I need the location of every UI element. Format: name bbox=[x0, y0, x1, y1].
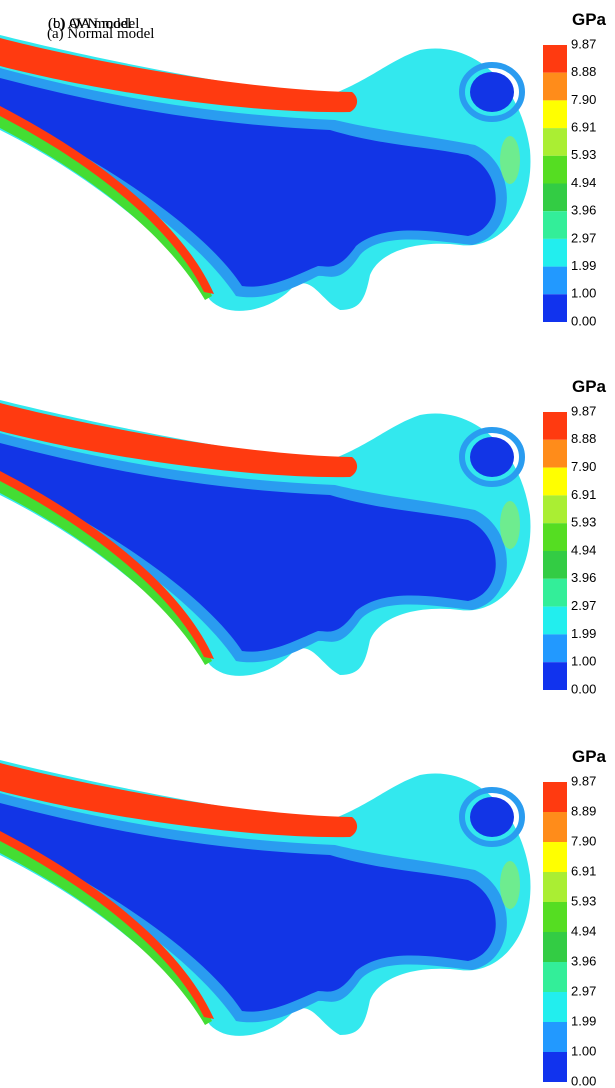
legend-label: 0.00 bbox=[571, 313, 596, 328]
legend-swatch bbox=[543, 992, 567, 1022]
legend-swatch bbox=[543, 266, 567, 295]
legend-label: 1.00 bbox=[571, 1043, 596, 1058]
legend-swatch bbox=[543, 578, 567, 607]
panel-label: (b) OA model bbox=[48, 16, 131, 32]
legend-label: 8.88 bbox=[571, 64, 596, 79]
legend-unit: GPa bbox=[572, 10, 607, 29]
legend-swatch bbox=[543, 932, 567, 962]
legend-label: 3.96 bbox=[571, 570, 596, 585]
legend-swatch bbox=[543, 467, 567, 496]
legend-label: 7.90 bbox=[571, 833, 596, 848]
legend-label: 5.93 bbox=[571, 147, 596, 162]
legend-unit: GPa bbox=[572, 747, 607, 766]
legend-label: 6.91 bbox=[571, 487, 596, 502]
legend-swatch bbox=[543, 128, 567, 156]
legend-swatch bbox=[543, 100, 567, 129]
legend-label: 9.87 bbox=[571, 773, 596, 788]
legend-swatch bbox=[543, 155, 567, 184]
legend-label: 7.90 bbox=[571, 459, 596, 474]
bone-image bbox=[0, 400, 530, 676]
legend-swatch bbox=[543, 812, 567, 842]
legend-swatch bbox=[543, 412, 567, 440]
legend-label: 2.97 bbox=[571, 983, 596, 998]
bone-image bbox=[0, 760, 530, 1036]
legend-swatch bbox=[543, 183, 567, 212]
panel-label: (a) Normal model bbox=[47, 26, 154, 42]
legend-swatch bbox=[543, 1052, 567, 1082]
legend-label: 2.97 bbox=[571, 230, 596, 245]
legend-label: 1.00 bbox=[571, 654, 596, 669]
legend-label: 0.00 bbox=[571, 681, 596, 696]
legend-swatch bbox=[543, 662, 567, 690]
panel bbox=[0, 35, 530, 311]
legend-swatch bbox=[543, 523, 567, 551]
bone-image bbox=[0, 35, 530, 311]
legend-label: 8.88 bbox=[571, 431, 596, 446]
panel-label: (c) AVN model bbox=[48, 16, 139, 32]
legend-label: 4.94 bbox=[571, 542, 596, 557]
legend-swatch bbox=[543, 962, 567, 992]
legend-swatch bbox=[543, 872, 567, 902]
legend-swatch bbox=[543, 45, 567, 73]
panel bbox=[0, 760, 530, 1036]
legend-label: 7.90 bbox=[571, 92, 596, 107]
legend-swatch bbox=[543, 551, 567, 579]
legend-swatch bbox=[543, 294, 567, 322]
legend-label: 3.96 bbox=[571, 953, 596, 968]
legend-label: 9.87 bbox=[571, 403, 596, 418]
legend-label: 8.89 bbox=[571, 803, 596, 818]
legend-label: 1.00 bbox=[571, 286, 596, 301]
legend-swatch bbox=[543, 439, 567, 468]
legend-label: 2.97 bbox=[571, 598, 596, 613]
legend-swatch bbox=[543, 634, 567, 663]
legend-unit: GPa bbox=[572, 377, 607, 396]
legend-swatch bbox=[543, 238, 567, 267]
legend-label: 4.94 bbox=[571, 175, 596, 190]
legend-label: 6.91 bbox=[571, 120, 596, 135]
legend-swatch bbox=[543, 495, 567, 524]
legend-label: 4.94 bbox=[571, 923, 596, 938]
legend-label: 0.00 bbox=[571, 1073, 596, 1088]
legend-swatch bbox=[543, 211, 567, 239]
legend-swatch bbox=[543, 842, 567, 872]
legend-swatch bbox=[543, 72, 567, 101]
legend-label: 6.91 bbox=[571, 863, 596, 878]
legend-label: 1.99 bbox=[571, 258, 596, 273]
legend-label: 5.93 bbox=[571, 515, 596, 530]
legend-label: 1.99 bbox=[571, 626, 596, 641]
legend-swatch bbox=[543, 1022, 567, 1052]
legend-label: 9.87 bbox=[571, 36, 596, 51]
legend-label: 3.96 bbox=[571, 203, 596, 218]
legend-swatch bbox=[543, 782, 567, 812]
panel bbox=[0, 400, 530, 676]
legend-label: 5.93 bbox=[571, 893, 596, 908]
legend-swatch bbox=[543, 902, 567, 932]
legend-label: 1.99 bbox=[571, 1013, 596, 1028]
legend-swatch bbox=[543, 606, 567, 635]
